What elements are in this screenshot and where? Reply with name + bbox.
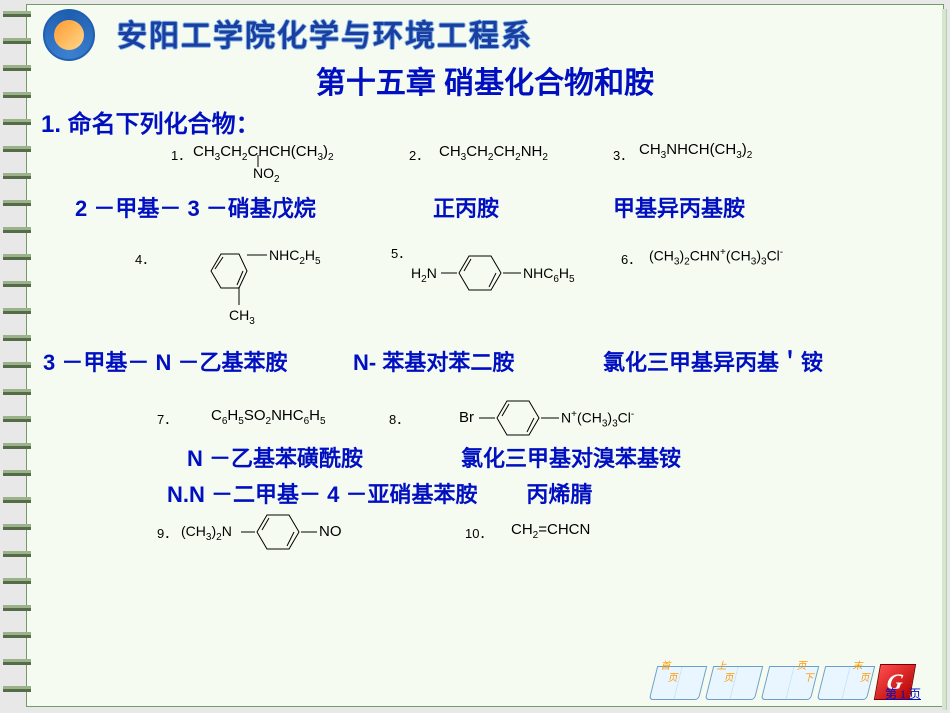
bond-line xyxy=(301,531,317,533)
answer-row-3: N －乙基苯磺酰胺 氯化三甲基对溴苯基铵 xyxy=(41,439,929,477)
substituent: NO xyxy=(319,523,342,540)
bond-line xyxy=(503,272,521,274)
bond-line xyxy=(247,254,267,256)
org-title: 安阳工学院化学与环境工程系 xyxy=(117,11,533,55)
substituent: NHC6H5 xyxy=(523,265,575,285)
answer-text: 3 －甲基－ N －乙基苯胺 xyxy=(43,345,287,377)
answer-text: 正丙胺 xyxy=(433,191,499,223)
item-number: 5． xyxy=(391,243,411,262)
content-area: 第十五章 硝基化合物和胺 1. 命名下列化合物： 1． CH3CH2CHCH(C… xyxy=(27,58,943,573)
bond-line xyxy=(541,417,559,419)
chapter-title: 第十五章 硝基化合物和胺 xyxy=(41,58,929,102)
spiral-binding xyxy=(3,0,31,713)
next-page-button[interactable]: 页 下 xyxy=(761,666,819,700)
benzene-ring-icon xyxy=(455,251,505,295)
item-number: 3． xyxy=(613,145,633,164)
first-page-button[interactable]: 首 页 xyxy=(649,666,707,700)
header: 安阳工学院化学与环境工程系 xyxy=(27,5,943,60)
question-heading: 1. 命名下列化合物： xyxy=(41,104,929,139)
formula-row-3: 7． C6H5SO2NHC6H5 8． Br N+(CH3)3Cl- xyxy=(41,383,929,439)
answer-text: N- 苯基对苯二胺 xyxy=(353,345,514,377)
substituent: N+(CH3)3Cl- xyxy=(561,409,634,429)
answer-text: N.N －二甲基－ 4 －亚硝基苯胺 丙烯腈 xyxy=(167,477,592,509)
nav-bar: 首 页 上 页 页 下 末 页 G xyxy=(653,664,913,700)
answer-text: 氯化三甲基对溴苯基铵 xyxy=(461,441,681,473)
item-number: 1． xyxy=(171,145,191,164)
substituent: NHC2H5 xyxy=(269,247,321,267)
formula: (CH3)2CHN+(CH3)3Cl- xyxy=(649,247,783,267)
bond-line xyxy=(257,155,259,167)
last-page-button[interactable]: 末 页 xyxy=(817,666,875,700)
answer-text: N －乙基苯磺酰胺 xyxy=(187,441,363,473)
formula-row-4: 9． (CH3)2N NO 10． CH2=CHCN xyxy=(41,513,929,573)
substituent: H2N xyxy=(411,265,437,285)
institution-logo xyxy=(43,9,95,61)
formula: CH2=CHCN xyxy=(511,521,590,541)
formula-sub: NO2 xyxy=(253,165,280,185)
formula-row-1: 1． CH3CH2CHCH(CH3)2 NO2 2． CH3CH2CH2NH2 … xyxy=(41,139,929,185)
formula: CH3CH2CH2NH2 xyxy=(439,143,548,163)
formula: C6H5SO2NHC6H5 xyxy=(211,407,326,427)
answer-text: 2 －甲基－ 3 －硝基戊烷 xyxy=(75,191,316,223)
answer-row-4: N.N －二甲基－ 4 －亚硝基苯胺 丙烯腈 xyxy=(41,477,929,513)
page-number: 第 1 页 xyxy=(885,685,921,702)
bond-line xyxy=(238,287,240,305)
benzene-ring-icon xyxy=(493,396,543,440)
item-number: 9． xyxy=(157,523,177,542)
slide-page: 安阳工学院化学与环境工程系 第十五章 硝基化合物和胺 1. 命名下列化合物： 1… xyxy=(26,4,944,707)
benzene-ring-icon xyxy=(253,510,303,554)
substituent: (CH3)2N xyxy=(181,523,232,543)
benzene-ring-icon xyxy=(199,249,249,293)
item-number: 4． xyxy=(135,249,155,268)
substituent: CH3 xyxy=(229,307,255,327)
item-number: 10． xyxy=(465,523,492,542)
formula: CH3CH2CHCH(CH3)2 xyxy=(193,143,334,163)
item-number: 6． xyxy=(621,249,641,268)
prev-page-button[interactable]: 上 页 xyxy=(705,666,763,700)
answer-text: 氯化三甲基异丙基＇铵 xyxy=(603,345,823,377)
item-number: 8． xyxy=(389,409,409,428)
answer-text: 甲基异丙基胺 xyxy=(613,191,745,223)
answer-row-2: 3 －甲基－ N －乙基苯胺 N- 苯基对苯二胺 氯化三甲基异丙基＇铵 xyxy=(41,339,929,383)
formula-row-2: 4． NHC2H5 CH3 5． H2N NHC6H5 6． (CH3)2CHN… xyxy=(41,229,929,339)
item-number: 2． xyxy=(409,145,429,164)
item-number: 7． xyxy=(157,409,177,428)
substituent: Br xyxy=(459,409,474,426)
answer-row-1: 2 －甲基－ 3 －硝基戊烷 正丙胺 甲基异丙基胺 xyxy=(41,185,929,229)
formula: CH3NHCH(CH3)2 xyxy=(639,141,752,161)
